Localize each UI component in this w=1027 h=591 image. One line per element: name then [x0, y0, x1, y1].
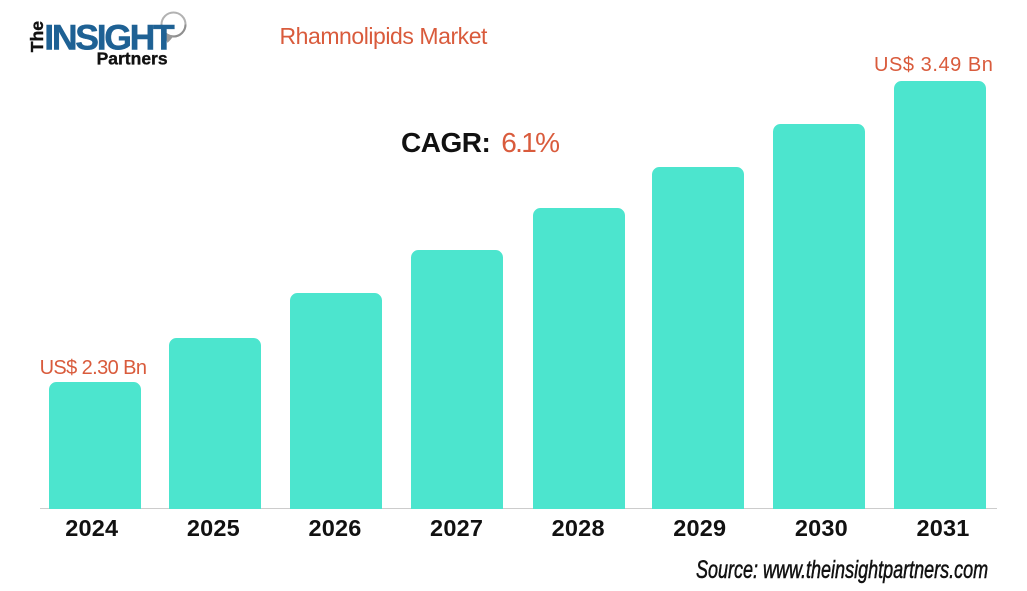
svg-text:The: The [27, 21, 47, 53]
svg-text:Partners: Partners [97, 49, 168, 69]
svg-text:INSIGHT: INSIGHT [44, 17, 175, 57]
